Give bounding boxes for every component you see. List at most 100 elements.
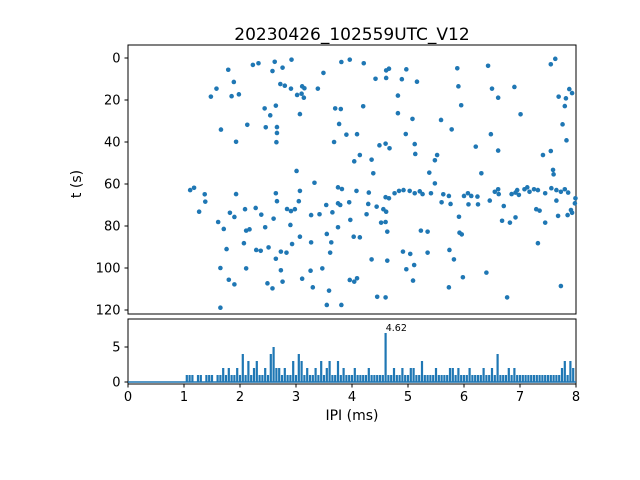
scatter-point (339, 59, 344, 65)
scatter-point (233, 139, 239, 145)
scatter-point (537, 208, 542, 213)
scatter-point (410, 116, 415, 122)
scatter-point (558, 283, 564, 289)
scatter-point (434, 152, 440, 158)
histogram-bar (521, 375, 524, 382)
scatter-point (454, 65, 460, 71)
x-tick-label: 0 (124, 390, 132, 405)
scatter-point (320, 266, 325, 271)
histogram-bar (250, 375, 253, 382)
scatter-point (369, 257, 374, 262)
scatter-point (524, 185, 530, 190)
scatter-point (428, 190, 434, 196)
histogram-bar (443, 375, 446, 382)
scatter-point (218, 265, 223, 271)
histogram-bar (255, 361, 258, 382)
histogram-bar (280, 375, 284, 382)
scatter-point (396, 188, 402, 194)
scatter-point (384, 229, 390, 234)
x-tick-label: 2 (236, 390, 244, 405)
scatter-point (412, 151, 418, 157)
histogram-bar (418, 375, 421, 382)
histogram-bar (476, 375, 480, 382)
scatter-point (374, 204, 379, 209)
histogram-bar (314, 368, 317, 382)
scatter-point (339, 186, 345, 192)
scatter-point (466, 202, 471, 207)
histogram-bar (468, 368, 471, 382)
histogram-bar (252, 368, 256, 382)
scatter-point (357, 152, 363, 158)
scatter-point (247, 227, 252, 232)
scatter-point (274, 198, 280, 204)
scatter-point (383, 75, 389, 81)
histogram-bar (401, 368, 404, 382)
scatter-point (451, 257, 457, 262)
scatter-point (310, 285, 316, 290)
scatter-point (191, 185, 197, 191)
scatter-point (548, 62, 554, 67)
scatter-point (308, 268, 313, 274)
histogram-bar (289, 375, 292, 382)
scatter-point (485, 63, 491, 69)
scatter-point (233, 191, 239, 197)
scatter-point (562, 186, 568, 192)
histogram-bar (345, 375, 348, 382)
scatter-point (439, 199, 444, 205)
histogram-bar (272, 347, 275, 382)
histogram-bar (538, 375, 541, 382)
scatter-point (265, 281, 270, 286)
scatter-point (499, 218, 505, 224)
scatter-point (489, 86, 495, 91)
scatter-point (386, 66, 392, 72)
histogram-bar (317, 375, 320, 382)
scatter-point (323, 202, 329, 208)
histogram-bar (364, 375, 368, 382)
scatter-point (512, 84, 517, 90)
x-tick-label: 1 (180, 390, 188, 405)
scatter-point (273, 103, 279, 108)
scatter-point (563, 96, 569, 101)
x-tick-label: 5 (404, 390, 412, 405)
scatter-point (244, 122, 250, 128)
scatter-point (426, 170, 432, 175)
histogram-bar (499, 375, 502, 382)
scatter-point (274, 124, 280, 130)
histogram-bar (426, 375, 429, 382)
scatter-point (410, 278, 416, 283)
scatter-point (236, 92, 242, 97)
scatter-point (458, 102, 464, 108)
histogram-bar (552, 375, 555, 382)
histogram-bar (541, 375, 544, 382)
scatter-point (383, 141, 388, 146)
scatter-point (208, 94, 214, 99)
scatter-point (446, 285, 452, 290)
scatter-point (271, 216, 276, 221)
scatter-point (278, 81, 283, 87)
scatter-point (366, 190, 372, 195)
histogram-bar (415, 375, 418, 382)
scatter-point (312, 180, 317, 186)
scatter-point (569, 210, 575, 216)
scatter-point (418, 228, 424, 233)
scatter-point (516, 192, 522, 198)
scatter-point (243, 266, 249, 271)
scatter-point (566, 86, 572, 92)
scatter-point (256, 60, 261, 66)
scatter-point (487, 198, 493, 203)
scatter-point (321, 70, 326, 76)
scatter-point (456, 84, 461, 89)
scatter-point (395, 110, 401, 116)
scatter-point (447, 247, 452, 253)
scatter-point (187, 187, 193, 193)
scatter-point (202, 191, 208, 197)
scatter-point (289, 57, 294, 62)
scatter-point (373, 76, 378, 82)
scatter-y-tick-label: 120 (96, 304, 121, 319)
histogram-bar (191, 375, 194, 382)
scatter-point (414, 79, 420, 85)
scatter-point (551, 172, 556, 177)
scatter-point (348, 217, 353, 223)
scatter-point (284, 250, 289, 255)
scatter-point (331, 139, 337, 145)
